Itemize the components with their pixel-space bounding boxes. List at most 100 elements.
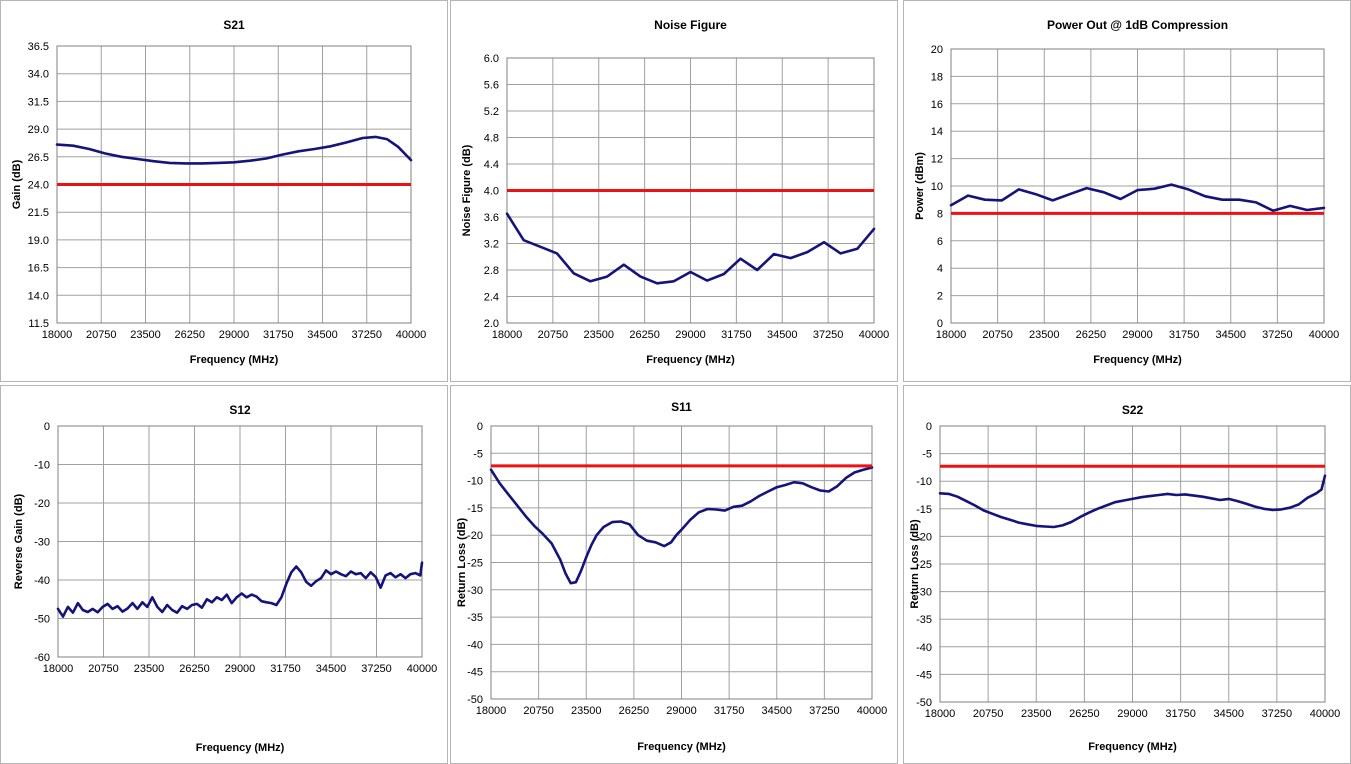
y-tick-label: -25 — [467, 558, 483, 570]
x-tick-label: 18000 — [492, 329, 523, 341]
y-tick-label: -35 — [467, 612, 483, 624]
x-tick-label: 31750 — [721, 329, 752, 341]
y-tick-label: 18 — [931, 71, 943, 83]
y-tick-label: -50 — [467, 694, 483, 706]
y-tick-label: 3.6 — [484, 212, 499, 224]
y-tick-label: -30 — [467, 585, 483, 597]
x-tick-label: 37250 — [351, 329, 382, 341]
y-tick-label: 5.6 — [484, 80, 499, 92]
y-tick-label: -10 — [467, 476, 483, 488]
x-tick-label: 20750 — [973, 708, 1004, 720]
y-tick-label: 14 — [931, 126, 943, 138]
y-tick-label: 34.0 — [28, 69, 49, 81]
y-tick-label: 20 — [931, 44, 943, 56]
y-tick-label: 12 — [931, 154, 943, 166]
x-tick-label: 23500 — [134, 663, 165, 675]
plot-area — [490, 425, 873, 700]
chart-panel-s21: 18000 20750 23500 26250 29000 31750 34500 37250… — [0, 0, 448, 382]
y-tick-label: 29.0 — [28, 124, 49, 136]
y-tick-label: 3.2 — [484, 239, 499, 251]
y-tick-label: 0 — [937, 318, 943, 330]
y-tick-label: -20 — [467, 530, 483, 542]
y-tick-label: 2.4 — [484, 292, 499, 304]
y-tick-label: -25 — [916, 559, 932, 571]
x-tick-label: 40000 — [1310, 708, 1341, 720]
x-axis-label: Frequency (MHz) — [1088, 741, 1177, 753]
chart-p1db: 18000 20750 23500 26250 29000 31750 34500 37250… — [914, 18, 1339, 366]
x-tick-label: 34500 — [1213, 708, 1244, 720]
y-tick-label: -60 — [34, 652, 50, 664]
y-tick-label: 4.8 — [484, 133, 499, 145]
y-tick-label: 2.8 — [484, 265, 499, 277]
y-tick-label: 5.2 — [484, 106, 499, 118]
x-tick-label: 18000 — [43, 663, 74, 675]
x-tick-label: 31750 — [263, 329, 294, 341]
x-tick-label: 34500 — [1215, 329, 1246, 341]
x-tick-label: 29000 — [1117, 708, 1148, 720]
y-tick-label: -40 — [467, 639, 483, 651]
y-tick-label: 36.5 — [28, 41, 49, 53]
data-series-line — [56, 561, 424, 618]
x-axis-label: Frequency (MHz) — [190, 354, 279, 366]
x-tick-label: 20750 — [538, 329, 569, 341]
y-axis-label: Return Loss (dB) — [909, 519, 921, 609]
y-tick-label: 24.0 — [28, 180, 49, 192]
chart-noise-figure: 18000 20750 23500 26250 29000 31750 34500 37250… — [461, 18, 890, 366]
y-tick-label: -45 — [467, 667, 483, 679]
y-tick-label: 11.5 — [28, 318, 49, 330]
y-tick-label: -15 — [916, 504, 932, 516]
y-tick-label: 21.5 — [28, 207, 49, 219]
x-tick-label: 23500 — [1029, 329, 1060, 341]
y-tick-label: -50 — [34, 614, 50, 626]
y-tick-label: 0 — [477, 421, 483, 433]
y-axis-label: Return Loss (dB) — [456, 518, 468, 608]
x-tick-label: 26250 — [179, 663, 210, 675]
chart-s11: 18000 20750 23500 26250 29000 31750 34500 37250… — [456, 400, 888, 753]
x-tick-label: 26250 — [1069, 708, 1100, 720]
x-tick-label: 31750 — [1169, 329, 1200, 341]
chart-s22: 18000 20750 23500 26250 29000 31750 34500 37250… — [909, 403, 1341, 753]
x-tick-label: 37250 — [1262, 329, 1293, 341]
x-tick-label: 37250 — [361, 663, 392, 675]
x-tick-label: 34500 — [307, 329, 338, 341]
y-tick-label: 4.4 — [484, 159, 499, 171]
y-tick-label: -5 — [922, 449, 932, 461]
chart-title: S22 — [1122, 403, 1144, 417]
y-tick-label: -40 — [916, 642, 932, 654]
x-tick-label: 40000 — [859, 329, 890, 341]
x-tick-label: 26250 — [619, 705, 650, 717]
data-series-line — [489, 466, 874, 585]
y-tick-label: -10 — [34, 460, 50, 472]
y-tick-label: 0 — [44, 421, 50, 433]
y-tick-label: 19.0 — [28, 235, 49, 247]
data-series-line — [938, 474, 1327, 529]
x-tick-label: 29000 — [675, 329, 706, 341]
chart-panel-p1db: 18000 20750 23500 26250 29000 31750 34500 37250… — [903, 0, 1351, 382]
y-tick-label: 2 — [937, 291, 943, 303]
x-tick-label: 23500 — [1021, 708, 1052, 720]
chart-title: S11 — [671, 400, 692, 414]
y-tick-label: 6.0 — [484, 53, 499, 65]
y-tick-label: 16.5 — [28, 263, 49, 275]
y-tick-label: 26.5 — [28, 152, 49, 164]
x-tick-label: 26250 — [629, 329, 660, 341]
x-tick-label: 31750 — [714, 705, 745, 717]
x-tick-label: 37250 — [813, 329, 844, 341]
plot-area — [950, 48, 1325, 324]
x-axis-label: Frequency (MHz) — [637, 741, 726, 753]
x-tick-label: 26250 — [1076, 329, 1107, 341]
y-tick-label: 8 — [937, 208, 943, 220]
x-tick-label: 34500 — [767, 329, 798, 341]
x-tick-label: 40000 — [396, 329, 427, 341]
x-tick-label: 31750 — [270, 663, 301, 675]
chart-panel-s11: 18000 20750 23500 26250 29000 31750 34500 37250… — [450, 385, 898, 764]
x-tick-label: 20750 — [982, 329, 1013, 341]
x-tick-label: 23500 — [583, 329, 614, 341]
y-axis-label: Gain (dB) — [11, 159, 23, 209]
x-tick-label: 40000 — [857, 705, 888, 717]
y-tick-label: 14.0 — [28, 290, 49, 302]
plot-area — [939, 425, 1326, 703]
y-tick-label: 2.0 — [484, 318, 499, 330]
x-tick-label: 31750 — [1165, 708, 1196, 720]
chart-panel-noise-figure: 18000 20750 23500 26250 29000 31750 34500 37250… — [450, 0, 898, 382]
